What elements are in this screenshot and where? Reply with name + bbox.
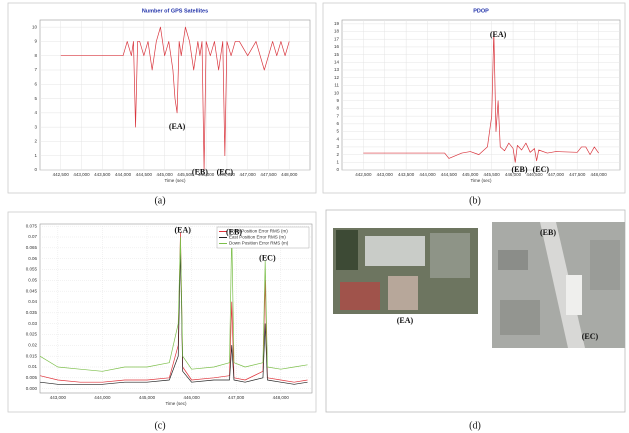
annotation: (EA): [169, 122, 186, 131]
x-tick-label: 443,000: [377, 172, 394, 177]
y-tick-label: 0.06: [28, 256, 37, 261]
annotation: (EA): [490, 30, 507, 39]
x-tick-label: 442,500: [53, 172, 70, 177]
station-roof: [566, 275, 582, 315]
y-tick-label: 0.000: [26, 386, 38, 391]
y-tick-label: 15: [334, 52, 340, 57]
y-tick-label: 0.065: [26, 245, 38, 250]
x-tick-label: 444,500: [136, 172, 153, 177]
y-tick-label: 0.03: [28, 321, 37, 326]
caption: (b): [469, 195, 481, 206]
annotation: (EC): [217, 168, 234, 177]
image-label: (EC): [582, 332, 599, 341]
y-tick-label: 0.025: [26, 332, 38, 337]
y-tick-label: 0.02: [28, 343, 37, 348]
x-tick-label: 444,500: [441, 172, 458, 177]
x-tick-label: 448,000: [281, 172, 298, 177]
y-tick-label: 0.075: [26, 223, 38, 228]
y-tick-label: 10: [32, 24, 38, 29]
x-axis-label: Time (sec): [165, 401, 187, 406]
x-tick-label: 447,000: [228, 395, 245, 400]
y-tick-label: 0.07: [28, 234, 37, 239]
y-tick-label: 0.01: [28, 364, 37, 369]
y-tick-label: 0.035: [26, 310, 38, 315]
x-tick-label: 445,000: [139, 395, 156, 400]
y-tick-label: 0.015: [26, 353, 38, 358]
x-tick-label: 443,000: [73, 172, 90, 177]
image-label: (EB): [540, 228, 556, 237]
x-tick-label: 447,000: [240, 172, 257, 177]
building: [430, 233, 470, 278]
chart-panel: Number of GPS Satellites012345678910442,…: [8, 3, 316, 206]
x-tick-label: 444,000: [94, 395, 111, 400]
figure: (EA) (EB) (EC) (d) Number of GPS Satelli…: [0, 0, 629, 433]
y-tick-label: 0.05: [28, 278, 37, 283]
image-label: (EA): [397, 316, 414, 325]
x-tick-label: 447,500: [260, 172, 277, 177]
building: [590, 240, 620, 290]
y-tick-label: 14: [334, 59, 340, 64]
x-axis-label: Time (sec): [164, 178, 186, 183]
x-tick-label: 442,500: [355, 172, 372, 177]
x-tick-label: 448,000: [590, 172, 607, 177]
caption: (a): [154, 195, 165, 206]
building: [340, 282, 380, 310]
building: [498, 250, 528, 270]
plot-area: [342, 20, 620, 170]
trees: [336, 230, 358, 270]
annotation: (EC): [259, 253, 276, 262]
x-tick-label: 448,000: [273, 395, 290, 400]
annotation: (EA): [174, 225, 191, 234]
y-tick-label: 0.045: [26, 288, 38, 293]
y-tick-label: 19: [334, 21, 340, 26]
y-tick-label: 11: [334, 83, 339, 88]
y-tick-label: 12: [334, 75, 340, 80]
x-axis-label: Time (sec): [470, 178, 492, 183]
y-tick-label: 0.04: [28, 299, 37, 304]
caption: (c): [154, 420, 165, 431]
x-tick-label: 444,000: [115, 172, 132, 177]
y-tick-label: 0.055: [26, 267, 38, 272]
building: [388, 276, 418, 310]
building: [500, 300, 540, 335]
x-tick-label: 445,500: [484, 172, 501, 177]
y-tick-label: 18: [334, 29, 340, 34]
x-tick-label: 447,000: [548, 172, 565, 177]
x-tick-label: 443,500: [94, 172, 111, 177]
legend-label: Down Position Error RMS (m): [229, 241, 289, 246]
annotation: (EC): [533, 165, 550, 174]
building: [365, 236, 425, 266]
x-tick-label: 443,000: [50, 395, 67, 400]
chart-title: PDOP: [473, 8, 489, 14]
annotation: (EB): [192, 168, 208, 177]
x-tick-label: 445,000: [462, 172, 479, 177]
y-tick-label: 17: [334, 36, 340, 41]
x-tick-label: 445,000: [156, 172, 173, 177]
x-tick-label: 443,500: [398, 172, 415, 177]
x-tick-label: 446,000: [183, 395, 200, 400]
caption: (d): [469, 420, 481, 431]
y-tick-label: 13: [334, 67, 340, 72]
chart-panel: PDOP012345678910111213141516171819442,50…: [323, 3, 625, 206]
y-tick-label: 0.005: [26, 375, 38, 380]
annotation: (EB): [511, 165, 527, 174]
annotation: (EB): [226, 227, 242, 236]
y-tick-label: 10: [334, 90, 340, 95]
x-tick-label: 444,000: [419, 172, 436, 177]
x-tick-label: 447,500: [569, 172, 586, 177]
chart-title: Number of GPS Satellites: [142, 8, 208, 14]
y-tick-label: 16: [334, 44, 340, 49]
